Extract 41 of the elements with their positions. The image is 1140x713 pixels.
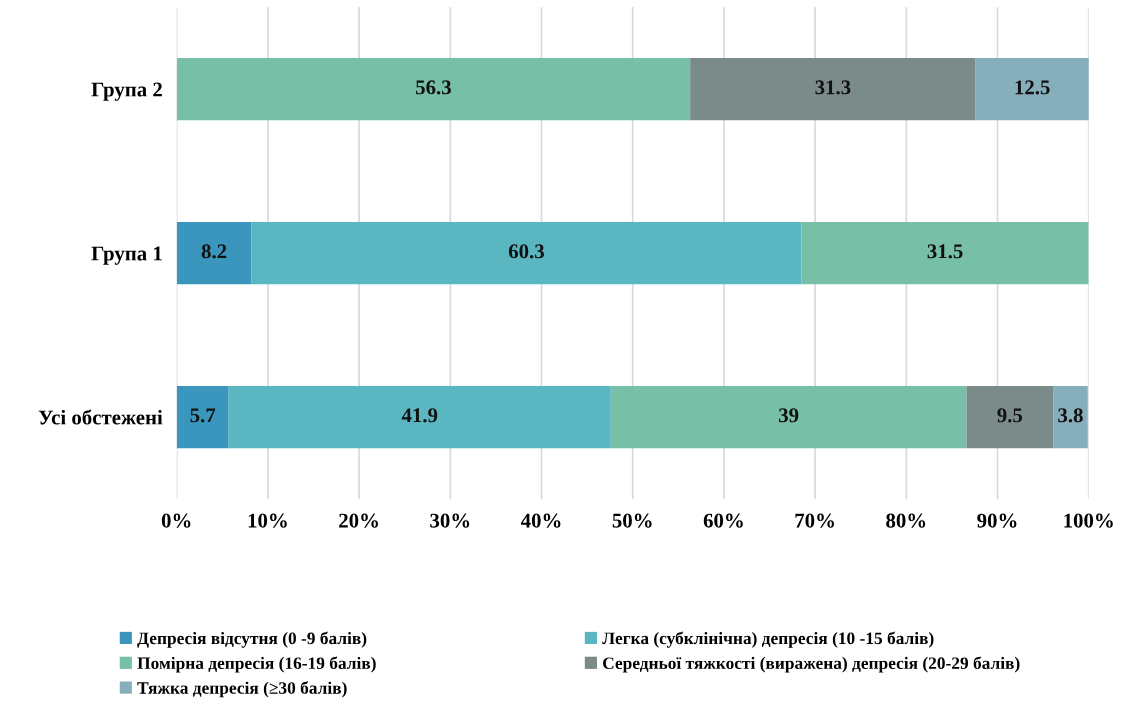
data-label: 3.8 bbox=[1058, 408, 1083, 423]
legend-label: Легка (субклінічна) депресія (10 -15 балів) bbox=[602, 631, 934, 648]
y-tick-label: Група 2 bbox=[91, 82, 162, 101]
y-tick-label: Усі обстежені bbox=[38, 409, 163, 425]
bar bbox=[228, 385, 611, 449]
data-label: 5.7 bbox=[190, 408, 216, 423]
bar bbox=[176, 385, 229, 449]
data-label: 31.5 bbox=[927, 244, 963, 259]
x-tick-label: 40% bbox=[520, 513, 561, 528]
data-label: 60.3 bbox=[508, 244, 544, 259]
data-label: 12.5 bbox=[1015, 80, 1050, 95]
data-label: 56.3 bbox=[416, 80, 451, 95]
x-tick-label: 70% bbox=[795, 513, 834, 528]
x-tick-label: 0% bbox=[161, 513, 191, 528]
x-tick-label: 30% bbox=[430, 513, 470, 528]
x-tick-label: 90% bbox=[977, 513, 1017, 528]
data-label: 31.3 bbox=[815, 80, 851, 95]
data-label: 9.5 bbox=[997, 408, 1023, 423]
legend-label: Тяжка депресія (≥30 балів) bbox=[137, 681, 347, 698]
x-tick-label: 50% bbox=[612, 513, 652, 528]
legend-label: Депресія відсутня (0 -9 балів) bbox=[137, 631, 367, 648]
bar bbox=[801, 221, 1089, 285]
bar bbox=[176, 57, 691, 121]
data-label: 8.2 bbox=[201, 244, 227, 259]
bar bbox=[975, 57, 1089, 121]
x-tick-label: 20% bbox=[339, 513, 378, 528]
y-tick-label: Група 1 bbox=[91, 246, 162, 265]
bar bbox=[966, 385, 1054, 449]
bar bbox=[251, 221, 802, 285]
bar bbox=[690, 57, 976, 121]
data-label: 41.9 bbox=[401, 408, 438, 423]
bar bbox=[1053, 385, 1088, 449]
x-tick-label: 10% bbox=[248, 513, 287, 528]
x-tick-label: 80% bbox=[886, 513, 926, 528]
data-label: 39 bbox=[779, 408, 799, 423]
x-tick-label: 100% bbox=[1064, 513, 1113, 528]
bar bbox=[176, 221, 252, 285]
x-tick-label: 60% bbox=[703, 513, 743, 528]
legend-label: Помірна депресія (16-19 балів) bbox=[137, 656, 376, 673]
legend-label: Середньої тяжкості (виражена) депресія (20-29 балів) bbox=[603, 656, 1020, 673]
bar bbox=[610, 385, 967, 449]
